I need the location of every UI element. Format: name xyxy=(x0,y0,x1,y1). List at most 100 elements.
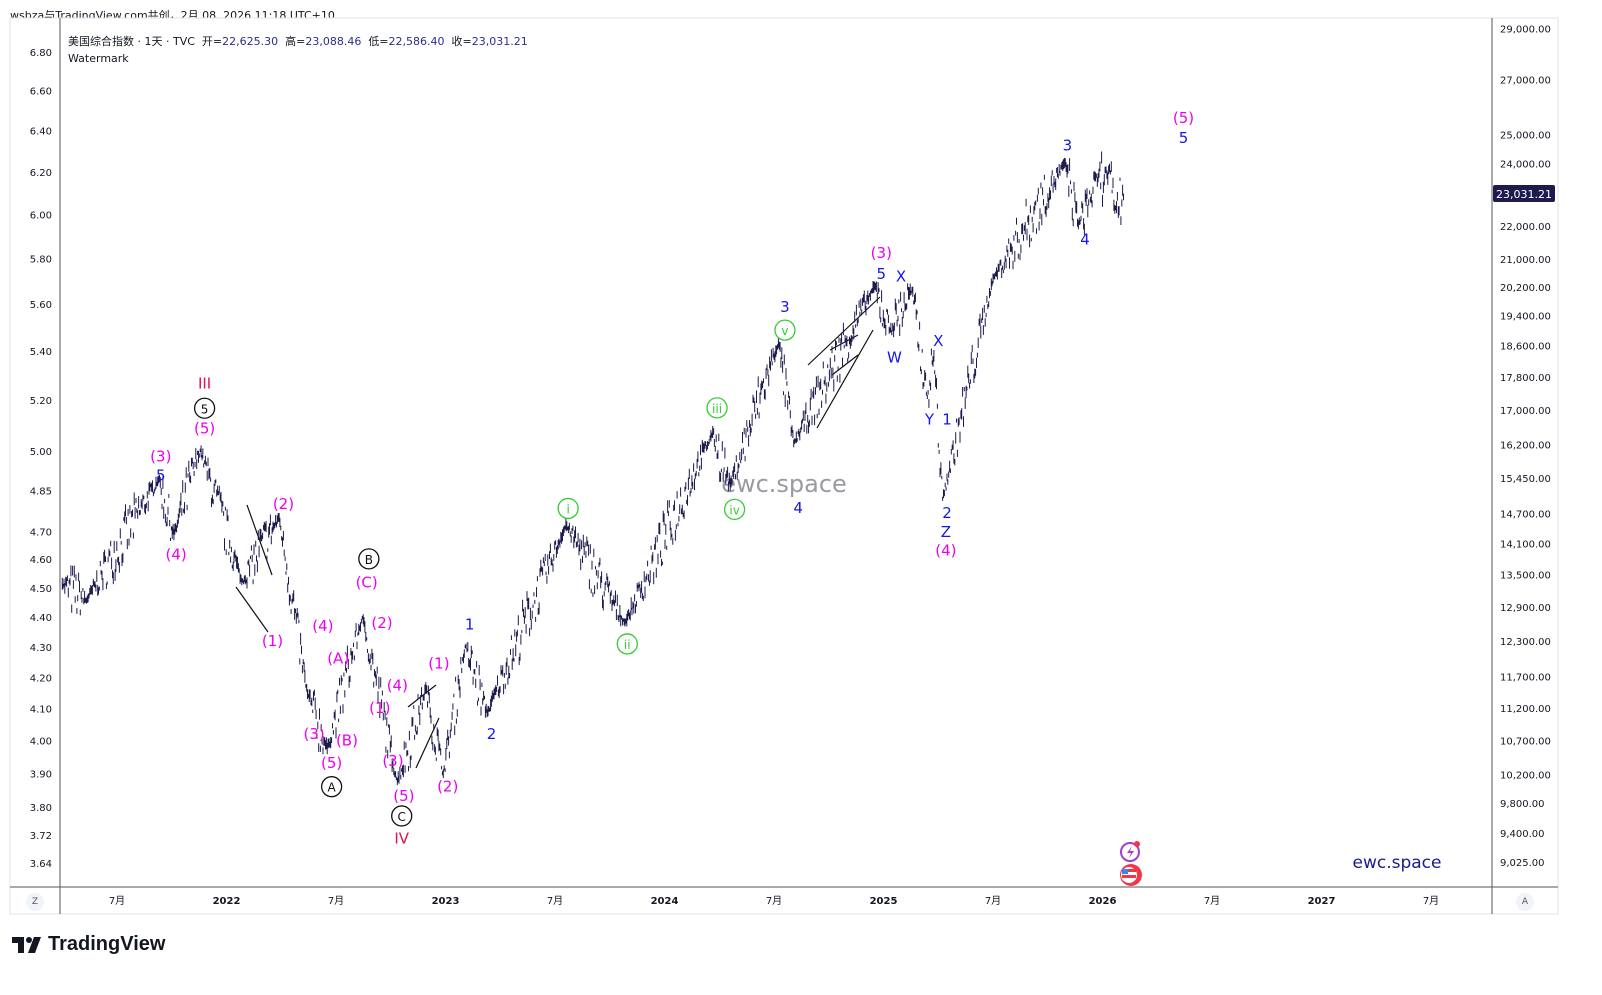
time-tick-label: 2025 xyxy=(870,896,898,907)
wave-label: (2) xyxy=(273,495,294,513)
price-tick-label: 11,200.00 xyxy=(1500,704,1551,715)
wave-label-circle xyxy=(557,497,579,520)
left-tick-label: 6.60 xyxy=(30,87,52,98)
wave-label-text: iv xyxy=(729,503,739,517)
wave-label-text: v xyxy=(781,324,788,338)
wave-label: 1 xyxy=(465,615,475,633)
wave-label-text: (2) xyxy=(437,778,458,796)
close-label: 收= xyxy=(451,35,472,48)
us-flag-event-icon[interactable] xyxy=(1120,864,1142,886)
wave-label-text: (3) xyxy=(871,244,892,262)
wave-label: 2 xyxy=(487,725,497,743)
wave-label-circle xyxy=(616,633,638,655)
wave-label-text: 1 xyxy=(942,411,952,429)
price-tick-label: 14,700.00 xyxy=(1500,510,1551,521)
wave-label-text: (3) xyxy=(150,447,171,465)
symbol-legend[interactable]: 美国综合指数 · 1天 · TVC 开=22,625.30 高=23,088.4… xyxy=(68,33,528,67)
tradingview-logo-icon xyxy=(12,936,41,953)
price-tick-label: 11,700.00 xyxy=(1500,673,1551,684)
time-tick-label: 7月 xyxy=(547,895,563,907)
time-tick-label: 7月 xyxy=(1423,895,1439,907)
signature-text: ewc.space xyxy=(1353,853,1442,873)
wave-label: 2 xyxy=(942,504,952,522)
price-tick-label: 10,200.00 xyxy=(1500,771,1551,782)
wave-label-text: (5) xyxy=(1173,109,1194,127)
wave-label-text: C xyxy=(398,810,406,824)
left-tick-label: 4.40 xyxy=(30,613,52,624)
wave-label: 3 xyxy=(780,298,790,316)
wave-label-text: (4) xyxy=(935,542,956,560)
wave-label: (A) xyxy=(327,650,349,668)
wave-label-text: (2) xyxy=(273,495,294,513)
wave-label: 3 xyxy=(1063,137,1073,155)
wave-label: (3) xyxy=(871,244,892,262)
left-tick-label: 5.40 xyxy=(30,347,52,358)
wave-label-text: W xyxy=(887,348,902,366)
left-tick-label: 6.00 xyxy=(30,210,52,221)
time-tick-label: 7月 xyxy=(766,895,782,907)
wave-label-text: Y xyxy=(924,411,935,429)
time-tick-label: 7月 xyxy=(109,895,125,907)
wave-label-text: B xyxy=(365,553,373,567)
wave-label-text: (4) xyxy=(312,617,333,635)
wave-label: (5) xyxy=(393,787,414,805)
price-tick-label: 15,450.00 xyxy=(1500,474,1551,485)
wave-label-text: 5 xyxy=(156,466,166,484)
left-tick-label: 4.00 xyxy=(30,737,52,748)
wave-label: (B) xyxy=(336,732,358,750)
wave-label-text: (C) xyxy=(356,574,378,592)
wave-label: iv xyxy=(723,498,746,521)
wave-label-circle xyxy=(723,498,746,521)
wave-label-text: (2) xyxy=(371,614,392,632)
wave-label: (2) xyxy=(437,778,458,796)
wave-label: v xyxy=(774,319,796,341)
left-tick-label: 3.90 xyxy=(30,769,52,780)
auto-scale-button[interactable]: A xyxy=(1516,893,1534,911)
watermark-text: ewc.space xyxy=(721,470,847,498)
wave-label-circle xyxy=(358,548,380,570)
wave-label: X xyxy=(896,267,906,285)
wave-label: (3) xyxy=(382,752,403,770)
wave-label-text: 3 xyxy=(780,298,790,316)
left-tick-label: 6.20 xyxy=(30,168,52,179)
wave-label-text: IV xyxy=(394,829,409,847)
left-tick-label: 6.40 xyxy=(30,127,52,138)
time-tick-label: 2023 xyxy=(432,896,460,907)
left-tick-label: 4.85 xyxy=(30,487,52,498)
wave-label-text: X xyxy=(896,267,906,285)
wave-label-text: X xyxy=(933,332,943,350)
tradingview-logo[interactable]: TradingView xyxy=(12,933,165,956)
price-chart[interactable]: 6.80 6.60 6.40 6.20 6.00 5.80 5.60 5.40 5.20 5.00… xyxy=(0,0,1602,930)
price-tick-label: 14,100.00 xyxy=(1500,539,1551,550)
wave-label: 1 xyxy=(942,411,952,429)
wave-label-text: ii xyxy=(624,638,631,652)
right-axis[interactable]: 29,000.00 27,000.00 25,000.00 24,000.00 22,0… xyxy=(1500,25,1551,869)
price-tick-label: 19,400.00 xyxy=(1500,312,1551,323)
wave-label-text: 4 xyxy=(793,499,803,517)
brand-name: TradingView xyxy=(48,933,166,955)
time-axis[interactable]: 7月 2022 7月 2023 7月 2024 7月 2025 7月 2026 7月 2027 7月 xyxy=(109,895,1439,907)
wave-label-text: (3) xyxy=(303,725,324,743)
left-tick-label: 4.50 xyxy=(30,584,52,595)
price-tick-label: 17,000.00 xyxy=(1500,406,1551,417)
wave-label-text: Z xyxy=(941,523,951,541)
wave-label: IV xyxy=(394,829,409,847)
high-value: 23,088.46 xyxy=(305,35,362,48)
price-tick-label: 12,300.00 xyxy=(1500,637,1551,648)
wave-label: (2) xyxy=(371,614,392,632)
left-axis[interactable]: 6.80 6.60 6.40 6.20 6.00 5.80 5.60 5.40 5.20 5.00… xyxy=(30,48,52,870)
left-tick-label: 4.60 xyxy=(30,555,52,566)
symbol-title: 美国综合指数 · 1天 · TVC xyxy=(68,35,195,48)
wave-label-text: 2 xyxy=(942,504,952,522)
watermark-indicator-label: Watermark xyxy=(68,52,129,65)
wave-label: (3) xyxy=(150,447,171,465)
lightning-event-icon[interactable] xyxy=(1120,841,1140,862)
high-label: 高= xyxy=(285,35,306,48)
wave-label: Z xyxy=(941,523,951,541)
wave-label-text: 1 xyxy=(465,615,475,633)
wave-label-text: (4) xyxy=(387,676,408,694)
wave-label-text: 5 xyxy=(877,265,887,283)
wave-label-text: (4) xyxy=(166,546,187,564)
z-button[interactable]: Z xyxy=(26,893,44,911)
time-tick-label: 2026 xyxy=(1089,896,1117,907)
